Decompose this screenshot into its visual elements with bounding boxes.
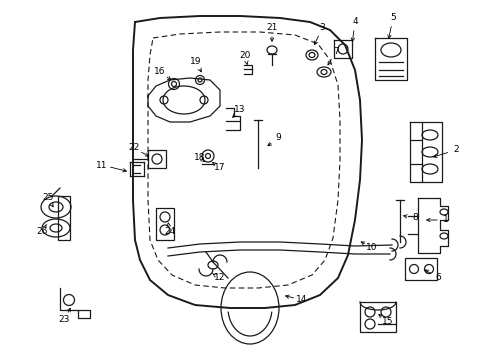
- Text: 2: 2: [452, 145, 458, 154]
- Text: 17: 17: [214, 163, 225, 172]
- Text: 25: 25: [42, 194, 54, 202]
- Text: 9: 9: [275, 134, 280, 143]
- Text: 4: 4: [351, 18, 357, 27]
- Text: 10: 10: [366, 243, 377, 252]
- Text: 12: 12: [214, 274, 225, 283]
- Text: 21: 21: [266, 23, 277, 32]
- Bar: [404, 258, 436, 280]
- Bar: [156, 208, 174, 240]
- Text: 5: 5: [389, 13, 395, 22]
- Text: 26: 26: [36, 228, 48, 237]
- Text: 7: 7: [332, 48, 338, 57]
- Text: 8: 8: [411, 213, 417, 222]
- Text: 20: 20: [239, 50, 250, 59]
- Bar: [148, 150, 165, 168]
- Text: 16: 16: [154, 68, 165, 77]
- Text: 24: 24: [164, 228, 175, 237]
- Text: 13: 13: [234, 105, 245, 114]
- Text: 14: 14: [296, 296, 307, 305]
- Text: 1: 1: [442, 216, 448, 225]
- Text: 6: 6: [434, 274, 440, 283]
- Text: 22: 22: [128, 144, 140, 153]
- Text: 18: 18: [194, 153, 205, 162]
- Text: 3: 3: [319, 23, 324, 32]
- Text: 15: 15: [382, 318, 393, 327]
- Bar: [58, 196, 70, 240]
- Text: 11: 11: [96, 161, 107, 170]
- Bar: [359, 302, 395, 332]
- Text: 23: 23: [58, 315, 70, 324]
- Text: 19: 19: [190, 58, 202, 67]
